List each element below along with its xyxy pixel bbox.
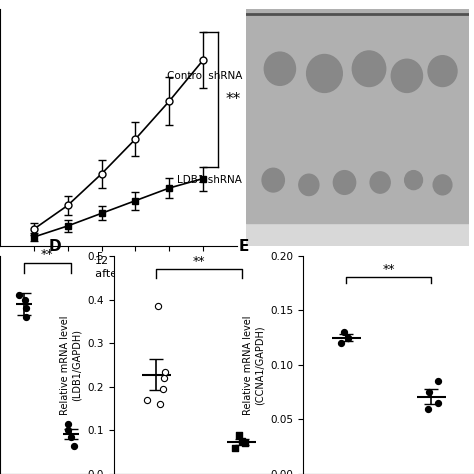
Circle shape bbox=[391, 59, 422, 92]
Point bbox=[424, 405, 431, 412]
Point bbox=[345, 334, 352, 341]
Point bbox=[155, 302, 162, 310]
X-axis label: Days after injection: Days after injection bbox=[64, 269, 173, 279]
Y-axis label: Relative mRNA level
(CCNA1/GAPDH): Relative mRNA level (CCNA1/GAPDH) bbox=[243, 315, 265, 415]
Point bbox=[64, 427, 72, 434]
Y-axis label: Relative mRNA level
(LDB1/GAPDH): Relative mRNA level (LDB1/GAPDH) bbox=[60, 315, 82, 415]
Point bbox=[161, 374, 168, 382]
Circle shape bbox=[307, 55, 342, 92]
Circle shape bbox=[264, 52, 295, 85]
Text: **: ** bbox=[41, 248, 54, 261]
Point bbox=[161, 368, 168, 375]
Point bbox=[337, 339, 345, 347]
Point bbox=[241, 440, 249, 447]
Point bbox=[67, 433, 75, 441]
Point bbox=[15, 292, 23, 299]
Text: D: D bbox=[49, 238, 62, 254]
Text: **: ** bbox=[383, 264, 395, 276]
Point bbox=[22, 304, 30, 312]
Text: **: ** bbox=[193, 255, 205, 268]
Point bbox=[159, 385, 167, 393]
Text: E: E bbox=[238, 238, 249, 254]
Text: LDB1 shRNA: LDB1 shRNA bbox=[177, 175, 242, 185]
Point bbox=[232, 444, 239, 452]
Point bbox=[236, 431, 243, 438]
Point bbox=[344, 334, 352, 341]
Point bbox=[22, 313, 30, 321]
Circle shape bbox=[352, 51, 386, 87]
Text: Control shRNA: Control shRNA bbox=[167, 71, 242, 81]
Circle shape bbox=[433, 175, 452, 195]
Point bbox=[143, 396, 151, 404]
Point bbox=[156, 401, 164, 408]
Point bbox=[434, 399, 442, 407]
Point bbox=[238, 438, 246, 445]
Circle shape bbox=[262, 168, 284, 192]
Circle shape bbox=[405, 171, 422, 190]
Circle shape bbox=[370, 172, 390, 193]
Circle shape bbox=[333, 171, 356, 194]
Point bbox=[341, 328, 348, 336]
Point bbox=[434, 377, 441, 385]
Point bbox=[21, 296, 29, 303]
Point bbox=[64, 420, 72, 428]
Point bbox=[426, 389, 433, 396]
Circle shape bbox=[299, 174, 319, 196]
Text: **: ** bbox=[226, 91, 241, 107]
Circle shape bbox=[428, 56, 457, 87]
Point bbox=[70, 442, 77, 449]
